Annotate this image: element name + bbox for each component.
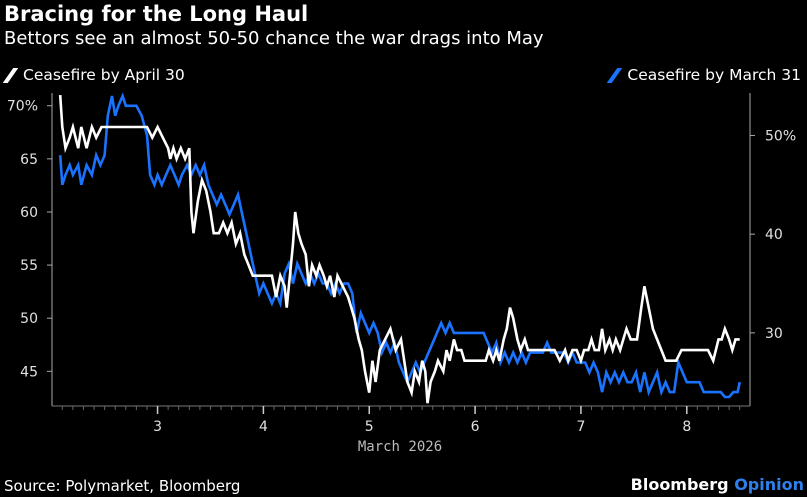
right-tick-label: 30 <box>765 326 783 342</box>
right-tick-label: 50% <box>765 128 796 144</box>
x-axis-label: March 2026 <box>358 439 442 455</box>
chart-series <box>58 92 741 404</box>
left-tick-label: 50 <box>20 311 38 327</box>
legend-entry-april: Ceasefire by April 30 <box>2 66 185 84</box>
chart-title: Bracing for the Long Haul <box>4 2 309 26</box>
x-tick-label: 8 <box>682 419 691 435</box>
left-tick-label: 55 <box>20 258 38 274</box>
x-tick-label: 7 <box>576 419 585 435</box>
brand-logo: Bloomberg Opinion <box>631 475 804 494</box>
x-tick-label: 4 <box>259 419 268 435</box>
left-tick-label: 65 <box>20 152 38 168</box>
legend-label-march: Ceasefire by March 31 <box>627 66 801 84</box>
right-tick-label: 40 <box>765 227 783 243</box>
left-tick-label: 45 <box>20 364 38 380</box>
legend-label-april: Ceasefire by April 30 <box>23 66 185 84</box>
left-tick-label: 60 <box>20 205 38 221</box>
series-line-march <box>58 92 741 399</box>
x-tick-label: 3 <box>153 419 162 435</box>
brand-main: Bloomberg <box>630 475 729 494</box>
x-tick-label: 6 <box>471 419 480 435</box>
series-line-april <box>58 95 740 404</box>
left-tick-label: 70% <box>7 99 38 115</box>
chart-subtitle: Bettors see an almost 50-50 chance the w… <box>4 28 544 49</box>
x-tick-label: 5 <box>365 419 374 435</box>
legend-entry-march: Ceasefire by March 31 <box>607 66 801 84</box>
source-note: Source: Polymarket, Bloomberg <box>4 477 241 495</box>
brand-accent: Opinion <box>734 475 804 494</box>
